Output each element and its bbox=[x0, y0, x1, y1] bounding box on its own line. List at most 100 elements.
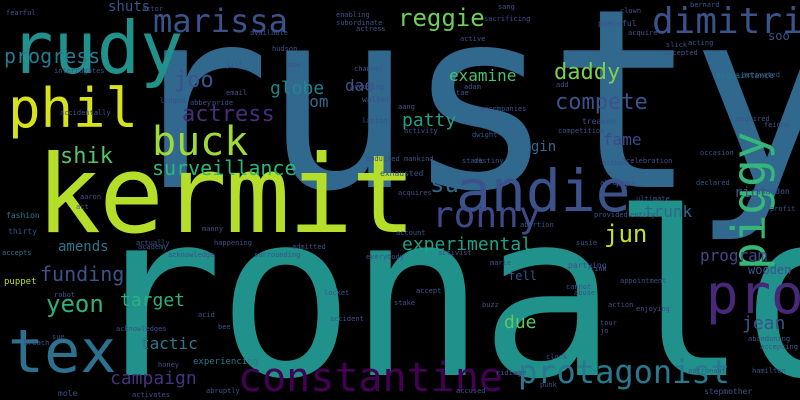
word-abducted: abducted bbox=[366, 155, 400, 163]
word-actually: actual bbox=[602, 159, 628, 167]
word-joo: joo bbox=[174, 68, 214, 93]
word-activated: clock bbox=[546, 353, 568, 361]
word-exhausted: exhausted bbox=[380, 169, 424, 178]
word-robot: robot bbox=[54, 291, 76, 299]
word-celebration: celebration bbox=[626, 157, 673, 165]
word-manny: actually bbox=[136, 239, 170, 247]
word-su: su bbox=[430, 170, 459, 198]
word-amends: amends bbox=[58, 239, 109, 255]
word-provided: provided bbox=[594, 211, 628, 219]
word-act: jo bbox=[600, 327, 609, 335]
word-abraham: abraham bbox=[600, 179, 630, 187]
word-riding: activated bbox=[742, 71, 780, 79]
word-cannot: breach bbox=[24, 339, 50, 347]
word-lodged: lodged bbox=[160, 97, 186, 105]
word-activates: activates bbox=[132, 391, 170, 399]
word-subordinate: enabling bbox=[336, 11, 370, 19]
word-abandon: abandon bbox=[756, 187, 790, 196]
word-accepted: accepted bbox=[664, 49, 698, 57]
word-appointment: appointment bbox=[620, 277, 667, 285]
word-andie: andie bbox=[456, 157, 631, 225]
word-shik: shik bbox=[60, 144, 113, 169]
word-constantine: constantine bbox=[238, 355, 503, 400]
word-mankind: mankind bbox=[404, 155, 434, 163]
word-surrounding: surrounding bbox=[254, 251, 301, 259]
word-interrogates: interrogates bbox=[54, 67, 105, 75]
word-accept: locket bbox=[324, 289, 350, 297]
word-jun: jun bbox=[604, 220, 648, 248]
word-stepmother: stepmother bbox=[704, 387, 753, 396]
word-hudson: hudson bbox=[272, 45, 298, 53]
word-acting: acting bbox=[688, 39, 714, 47]
word-channel: channel bbox=[354, 65, 384, 73]
word-abandoning: abandoning bbox=[748, 335, 791, 343]
word-stake: accept bbox=[416, 287, 442, 295]
word-partying: partying bbox=[568, 261, 607, 270]
word-daddy: daddy bbox=[554, 60, 621, 85]
word-accusing: accusing bbox=[350, 83, 384, 91]
word-puppet: puppet bbox=[4, 277, 37, 287]
word-begin: begin bbox=[514, 139, 557, 155]
word-enjoying: enjoying bbox=[636, 305, 670, 313]
word-bernard: sang bbox=[498, 3, 515, 11]
word-susie: susie bbox=[576, 239, 598, 247]
word-campaign: campaign bbox=[110, 368, 197, 389]
word-target: target bbox=[120, 290, 186, 311]
word-marie: stark bbox=[462, 157, 484, 165]
word-academy: academy bbox=[138, 243, 168, 251]
word-ultimate: ultimate bbox=[636, 195, 670, 203]
word-astronaut: astronaut bbox=[688, 367, 726, 375]
word-bee: manny bbox=[202, 225, 224, 233]
word-ronald: ronald bbox=[86, 163, 800, 400]
word-exceptional: riding bbox=[496, 369, 522, 377]
word-destiny: destiny bbox=[474, 157, 504, 165]
word-acknowledges: acknowledges bbox=[116, 325, 167, 333]
word-peaceful: peaceful bbox=[598, 19, 637, 28]
word-marissa: marissa bbox=[153, 2, 288, 40]
word-fame: fame bbox=[603, 130, 642, 149]
word-buzz: marie bbox=[490, 259, 512, 267]
word-laptop: laptop bbox=[362, 117, 388, 125]
word-tex: tex bbox=[8, 317, 117, 387]
word-available: available bbox=[250, 29, 288, 37]
word-abe: abe bbox=[288, 61, 301, 69]
word-punk: bee bbox=[218, 323, 231, 331]
word-account: account bbox=[396, 229, 426, 237]
word-thirty: thirty bbox=[8, 227, 37, 236]
word-declared: declared bbox=[696, 179, 730, 187]
word-pride: pride bbox=[212, 99, 234, 107]
word-acquire: acquire bbox=[628, 29, 658, 37]
word-activist: activist bbox=[438, 249, 472, 257]
word-fashion: fashion bbox=[6, 211, 40, 220]
word-stark: tae bbox=[456, 89, 469, 97]
word-patty: patty bbox=[402, 110, 457, 131]
word-feigns: feigns bbox=[764, 121, 790, 129]
word-jo: tour bbox=[600, 319, 617, 327]
word-accompanies: accompanies bbox=[480, 105, 527, 113]
word-acquaintance: acquaintance bbox=[716, 71, 774, 80]
word-sue: add bbox=[556, 81, 569, 89]
word-sang: sacrificing bbox=[484, 15, 531, 23]
word-yeon: yeon bbox=[46, 290, 104, 318]
word-papa: papa bbox=[616, 179, 636, 188]
word-accidentally: accidentally bbox=[60, 109, 111, 117]
word-everybody: everybody bbox=[366, 253, 404, 261]
word-abbey: abbey bbox=[190, 99, 212, 107]
word-pro: pro bbox=[706, 263, 800, 326]
word-adam: aang bbox=[398, 103, 415, 111]
word-action: action bbox=[608, 301, 634, 309]
word-ace: stake bbox=[394, 299, 416, 307]
word-compete: compete bbox=[555, 90, 648, 115]
word-actual: link bbox=[590, 265, 607, 273]
word-clown: clown bbox=[620, 7, 642, 15]
word-abuse: abuse bbox=[574, 289, 596, 297]
word-occasion: occasion bbox=[700, 149, 734, 157]
word-accident: buzz bbox=[482, 301, 499, 309]
word-competition: competition bbox=[558, 127, 605, 135]
word-actor: bernard bbox=[690, 1, 720, 9]
word-jean: jean bbox=[742, 313, 786, 334]
word-funding: funding bbox=[40, 262, 125, 286]
word-slick: cannot bbox=[566, 283, 592, 291]
word-happening: happening bbox=[214, 239, 252, 247]
word-reggie: reggie bbox=[398, 4, 485, 32]
